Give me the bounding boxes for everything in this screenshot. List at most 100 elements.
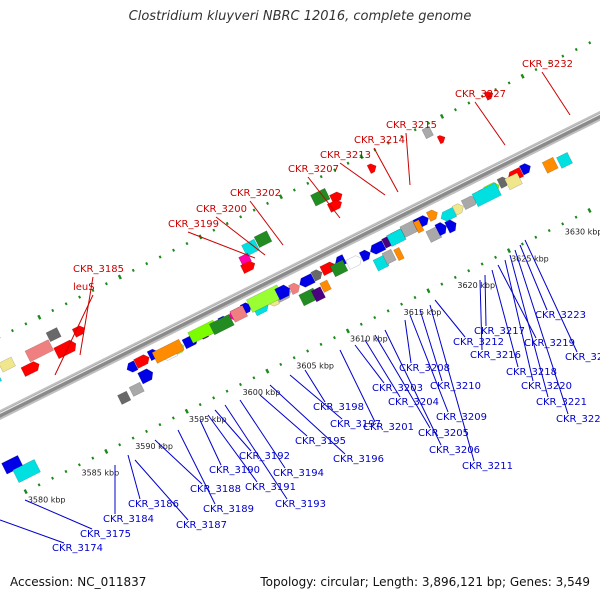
inner-tick-track [118, 443, 122, 447]
scale-label: 3590 kbp [135, 442, 173, 451]
top-feature-shape [326, 199, 343, 213]
top-leader-line [474, 101, 506, 146]
gene-block-shape [393, 247, 405, 262]
top-feature-shape [0, 356, 16, 373]
gene-block [412, 219, 425, 234]
outer-tick-track [427, 121, 431, 125]
bottom-leader-line [354, 344, 385, 384]
near-feature-shape [288, 282, 300, 296]
near-feature [358, 249, 371, 262]
top-feature [53, 339, 77, 360]
top-feature-shape [240, 260, 256, 274]
near-feature-shape [310, 269, 323, 282]
outer-tick-track [306, 181, 310, 185]
outer-tick-track [158, 255, 162, 259]
bottom-gene-label: CKR_3211 [462, 461, 513, 472]
bottom-leader-line [484, 274, 487, 327]
bottom-gene-label: CKR_3193 [275, 499, 326, 510]
inner-tick-track [198, 402, 202, 407]
inner-tick-track [225, 389, 229, 393]
top-feature-shape [20, 361, 40, 377]
gene-block-shape [319, 279, 332, 293]
gene-block [310, 286, 326, 303]
outer-tick-track [507, 81, 511, 85]
near-feature [345, 255, 362, 270]
outer-tick-track [561, 54, 565, 58]
outer-tick-track [145, 262, 149, 266]
top-feature [310, 187, 331, 207]
bottom-leader-line [419, 309, 443, 382]
backbone-highlight [0, 113, 600, 415]
inner-tick-track [467, 269, 471, 273]
bottom-leader-line [404, 319, 412, 364]
genome-summary-text: Topology: circular; Length: 3,896,121 bp… [260, 575, 590, 589]
bottom-leader-line [127, 454, 141, 500]
top-gene-label: CKR_3200 [196, 204, 247, 215]
bottom-leader-line [207, 414, 258, 483]
outer-tick-track [439, 113, 445, 119]
top-leader-line [405, 132, 411, 186]
inner-tick-track [373, 315, 377, 320]
top-feature-shape [436, 135, 446, 145]
outer-tick-track [117, 274, 122, 280]
bottom-leader-line [177, 429, 216, 505]
inner-tick-track [131, 436, 135, 440]
scale-label: 3620 kbp [457, 281, 495, 290]
bottom-leader-line [479, 279, 483, 351]
top-feature-shape [241, 238, 260, 257]
near-feature-shape [133, 354, 150, 369]
bottom-leader-line [509, 254, 549, 398]
outer-tick-track [266, 201, 269, 206]
bottom-gene-label: CKR_3204 [388, 397, 439, 408]
top-feature [45, 327, 62, 343]
outer-tick-track [534, 67, 538, 72]
bottom-gene-label: CKR_3186 [128, 499, 179, 510]
inner-tick-track [587, 207, 592, 213]
bottom-gene-label: CKR_3184 [103, 514, 154, 525]
bottom-leader-line [214, 409, 252, 452]
inner-tick-track [212, 396, 216, 400]
inner-tick-track [534, 235, 538, 239]
bottom-leader-line [304, 369, 326, 403]
bottom-gene-label: CKR_3206 [429, 445, 480, 456]
near-feature-shape [425, 209, 438, 222]
bottom-gene-label: CKR_3201 [363, 422, 414, 433]
top-gene-label: CKR_3207 [288, 164, 339, 175]
gene-block-shape [471, 182, 502, 208]
outer-tick-track [574, 47, 578, 52]
backbone [0, 113, 600, 418]
gene-block [381, 248, 397, 265]
top-feature [366, 163, 377, 174]
gene-block-shape [541, 156, 559, 174]
gene-block [504, 172, 523, 191]
inner-tick-track [279, 362, 283, 367]
gene-block-shape [310, 286, 326, 303]
scale-label: 3585 kbp [82, 469, 120, 478]
gene-block-shape [434, 222, 447, 237]
inner-tick-track [494, 255, 498, 259]
gene-block [471, 182, 502, 208]
bottom-leader-line [339, 349, 376, 423]
top-feature [326, 199, 343, 213]
bottom-gene-label: CKR_3208 [399, 363, 450, 374]
top-feature [0, 371, 3, 389]
outer-tick-track [131, 268, 135, 272]
inner-tick-track [480, 262, 484, 266]
outer-tick-track [172, 248, 176, 252]
gene-block [399, 220, 419, 238]
top-feature [241, 238, 260, 257]
bottom-leader-line [0, 519, 65, 544]
bottom-gene-label: CKR_3192 [239, 451, 290, 462]
bottom-leader-line [429, 304, 475, 462]
gene-block [556, 151, 573, 169]
bottom-gene-label: CKR_3175 [80, 529, 131, 540]
top-gene-label: CKR_3215 [386, 120, 437, 131]
bottom-leader-line [364, 339, 401, 398]
map-title: Clostridium kluyveri NBRC 12016, complet… [128, 9, 472, 24]
bottom-leader-line [504, 259, 534, 382]
top-gene-label: CKR_3232 [522, 59, 573, 70]
top-feature [24, 339, 54, 363]
outer-tick-track [212, 228, 216, 232]
near-feature-shape [358, 249, 371, 262]
top-feature [436, 135, 446, 145]
